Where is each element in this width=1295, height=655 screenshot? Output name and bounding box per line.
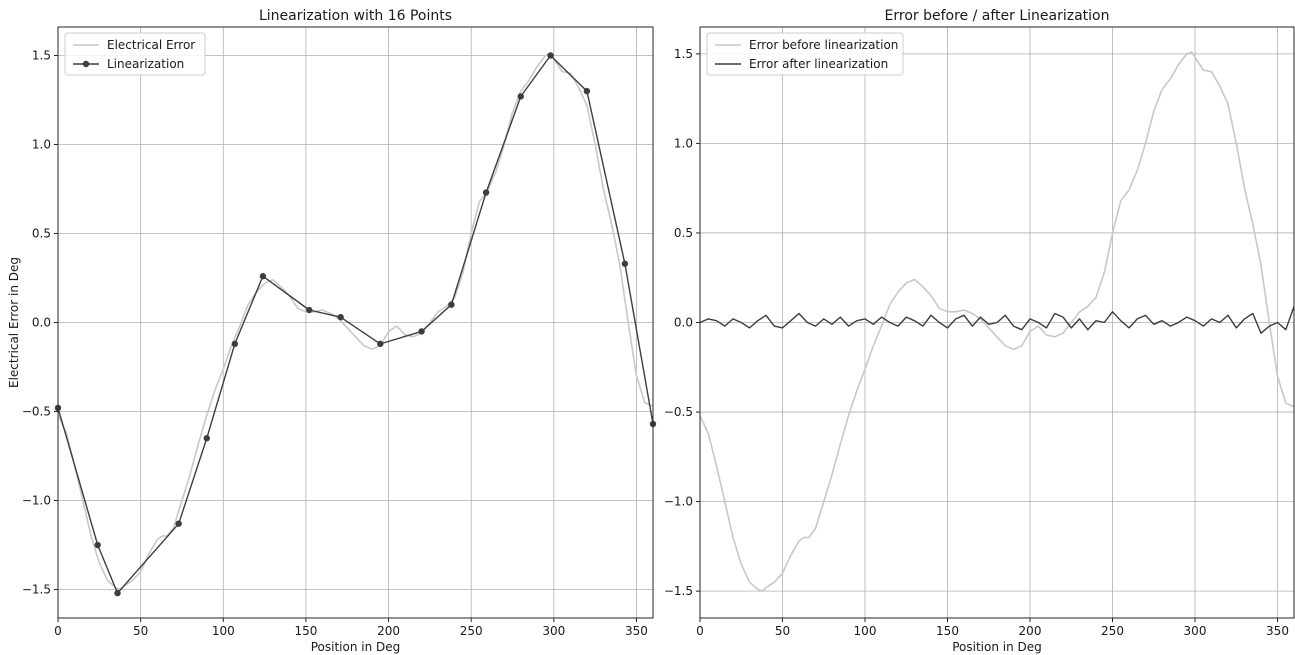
x-tick-label: 300 [542,624,565,638]
y-tick-label: −1.5 [664,584,693,598]
y-tick-label: 0.5 [674,226,693,240]
series-line-1 [700,51,1294,592]
y-tick-label: −0.5 [22,405,51,419]
series-marker [448,301,455,308]
x-axis-label: Position in Deg [311,640,401,654]
legend-label-2: Error after linearization [749,57,888,71]
x-axis-label: Position in Deg [952,640,1042,654]
x-tick-label: 300 [1184,624,1207,638]
x-tick-label: 250 [460,624,483,638]
x-tick-label: 350 [625,624,648,638]
series-line-2 [58,54,653,594]
y-tick-label: 0.0 [32,316,51,330]
series-marker [418,328,425,335]
y-tick-label: 1.0 [674,136,693,150]
y-tick-label: 1.5 [32,48,51,62]
chart-title: Linearization with 16 Points [259,8,452,24]
series-marker [621,260,629,267]
x-tick-label: 50 [133,624,148,638]
series-marker [94,541,101,549]
series-marker [231,340,239,348]
y-tick-label: 1.5 [674,47,693,61]
x-tick-label: 0 [54,624,62,638]
series-marker [377,340,384,348]
x-tick-label: 200 [377,624,400,638]
x-tick-label: 250 [1101,624,1124,638]
series-marker [482,189,490,196]
x-tick-label: 150 [936,624,959,638]
series-marker [517,93,524,100]
y-tick-label: −1.0 [664,495,693,509]
series-marker [203,435,210,442]
y-tick-label: −0.5 [664,405,693,419]
x-tick-label: 100 [212,624,235,638]
series-marker [114,589,121,597]
series-marker [337,313,344,321]
series-marker [583,87,591,95]
chart-left: 0 50 100 150 200 250 300 350 −1.5 −1.0 −0.5 0.0 0.5 1… [7,8,657,654]
chart-title: Error before / after Linearization [885,8,1110,24]
y-tick-label: −1.0 [22,494,51,508]
series-marker [259,273,267,280]
series-marker [175,520,182,527]
chart-right: 0 50 100 150 200 250 300 350 −1.5 −1.0 −0.5 0.0 0.5 1… [664,8,1295,654]
y-tick-label: −1.5 [22,583,51,597]
legend-label-2: Linearization [107,57,184,71]
legend-marker [82,60,90,68]
x-tick-label: 350 [1266,624,1289,638]
x-tick-label: 50 [775,624,790,638]
y-tick-label: 0.5 [32,226,51,240]
series-marker [547,52,554,59]
x-tick-label: 0 [696,624,704,638]
y-tick-label: 1.0 [32,137,51,151]
legend-label-1: Electrical Error [107,38,195,52]
y-tick-label: 0.0 [674,316,693,330]
x-tick-label: 150 [294,624,317,638]
series-marker [306,306,313,314]
legend-box [706,32,904,76]
legend-label-1: Error before linearization [749,38,898,52]
legend-box [64,32,206,76]
y-axis-label: Electrical Error in Deg [7,257,21,388]
x-tick-label: 100 [854,624,877,638]
x-tick-label: 200 [1019,624,1042,638]
series-line-2 [700,306,1294,334]
